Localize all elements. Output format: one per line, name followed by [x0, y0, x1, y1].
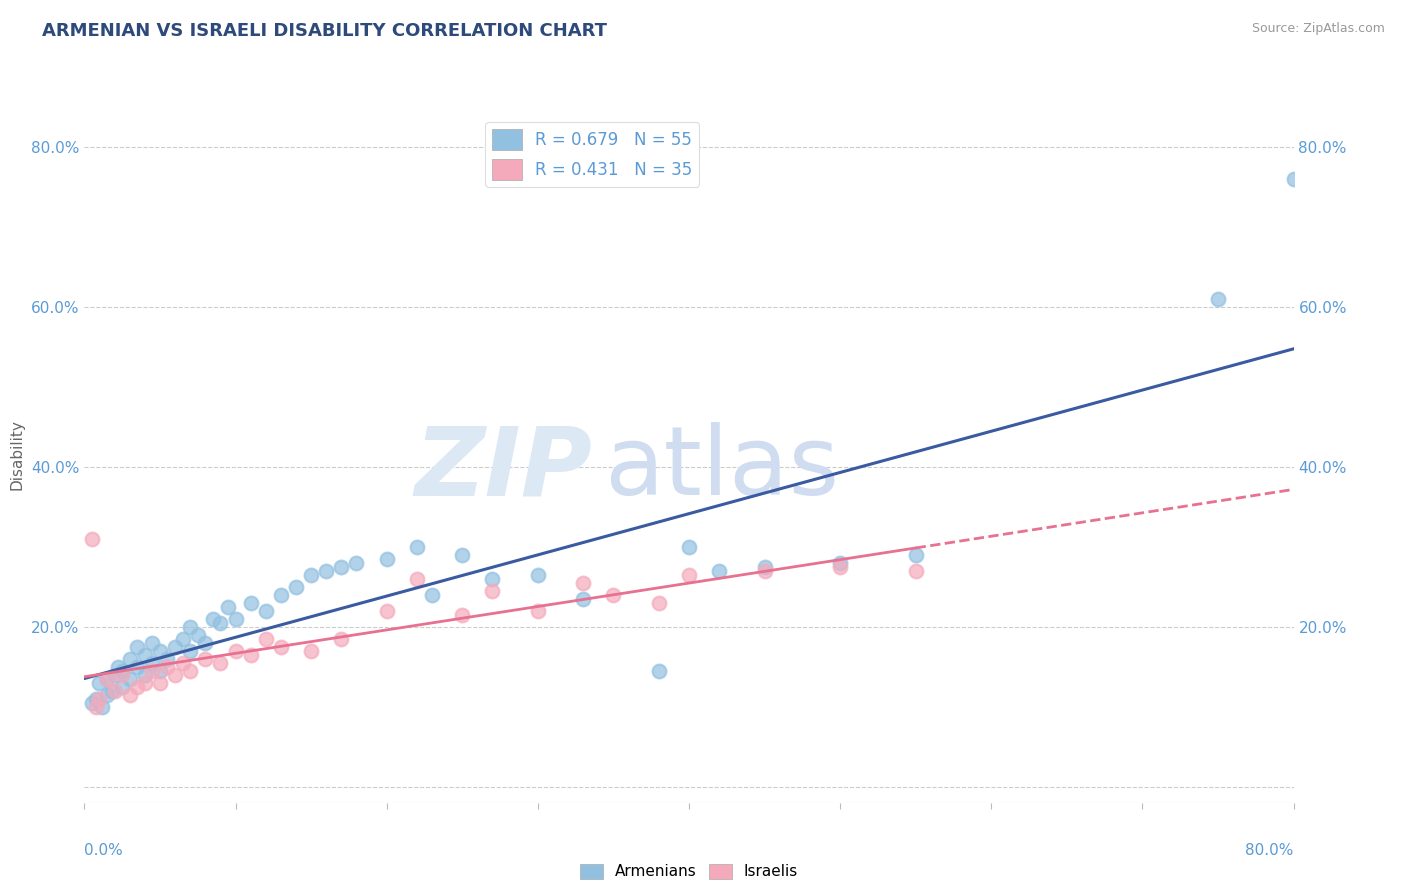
Point [187, 628, 209, 642]
Point [270, 588, 292, 602]
Point [1206, 292, 1229, 306]
Point [602, 588, 624, 602]
Point [127, 660, 149, 674]
Point [330, 632, 353, 646]
Point [225, 612, 247, 626]
Point [104, 668, 127, 682]
Point [678, 567, 700, 582]
Point [149, 676, 172, 690]
Point [118, 672, 141, 686]
Point [270, 640, 292, 654]
Legend: R = 0.679   N = 55, R = 0.431   N = 35: R = 0.679 N = 55, R = 0.431 N = 35 [485, 122, 699, 186]
Text: atlas: atlas [605, 422, 839, 516]
Point [134, 668, 156, 682]
Point [254, 632, 277, 646]
Point [111, 664, 134, 678]
Point [89, 691, 111, 706]
Point [754, 564, 776, 578]
Point [165, 640, 187, 654]
Point [346, 556, 368, 570]
Point [89, 676, 111, 690]
Point [572, 591, 595, 606]
Point [141, 656, 163, 670]
Point [1282, 172, 1305, 186]
Point [127, 680, 149, 694]
Point [481, 572, 503, 586]
Point [179, 664, 201, 678]
Point [572, 575, 595, 590]
Point [709, 564, 731, 578]
Point [149, 664, 172, 678]
Point [194, 636, 217, 650]
Point [406, 540, 429, 554]
Point [299, 567, 322, 582]
Y-axis label: Disability: Disability [8, 419, 24, 491]
Point [904, 564, 927, 578]
Point [141, 664, 163, 678]
Point [194, 652, 217, 666]
Point [648, 664, 671, 678]
Point [209, 615, 232, 630]
Text: ARMENIAN VS ISRAELI DISABILITY CORRELATION CHART: ARMENIAN VS ISRAELI DISABILITY CORRELATI… [42, 22, 607, 40]
Point [172, 656, 194, 670]
Point [375, 552, 398, 566]
Point [107, 660, 129, 674]
Point [80, 532, 103, 546]
Point [86, 699, 108, 714]
Point [156, 660, 179, 674]
Point [406, 572, 429, 586]
Point [254, 604, 277, 618]
Point [118, 688, 141, 702]
Point [111, 680, 134, 694]
Point [451, 607, 474, 622]
Point [149, 644, 172, 658]
Point [96, 672, 118, 686]
Point [330, 560, 353, 574]
Point [179, 644, 201, 658]
Point [225, 644, 247, 658]
Point [315, 564, 337, 578]
Point [96, 672, 118, 686]
Point [141, 636, 163, 650]
Text: 80.0%: 80.0% [1246, 843, 1294, 858]
Point [481, 583, 503, 598]
Point [91, 699, 114, 714]
Point [299, 644, 322, 658]
Point [134, 676, 156, 690]
Point [648, 596, 671, 610]
Point [830, 556, 852, 570]
Point [527, 604, 550, 618]
Point [754, 560, 776, 574]
Point [96, 688, 118, 702]
Point [156, 652, 179, 666]
Point [527, 567, 550, 582]
Point [420, 588, 443, 602]
Point [904, 548, 927, 562]
Point [239, 648, 262, 662]
Point [451, 548, 474, 562]
Point [217, 599, 239, 614]
Point [127, 640, 149, 654]
Point [165, 668, 187, 682]
Text: 0.0%: 0.0% [84, 843, 124, 858]
Point [209, 656, 232, 670]
Point [118, 652, 141, 666]
Point [179, 620, 201, 634]
Point [80, 696, 103, 710]
Point [134, 648, 156, 662]
Point [104, 683, 127, 698]
Text: ZIP: ZIP [415, 422, 592, 516]
Point [86, 691, 108, 706]
Point [285, 580, 308, 594]
Point [201, 612, 224, 626]
Point [375, 604, 398, 618]
Point [678, 540, 700, 554]
Point [239, 596, 262, 610]
Text: Source: ZipAtlas.com: Source: ZipAtlas.com [1251, 22, 1385, 36]
Point [111, 668, 134, 682]
Point [172, 632, 194, 646]
Point [830, 560, 852, 574]
Point [100, 683, 122, 698]
